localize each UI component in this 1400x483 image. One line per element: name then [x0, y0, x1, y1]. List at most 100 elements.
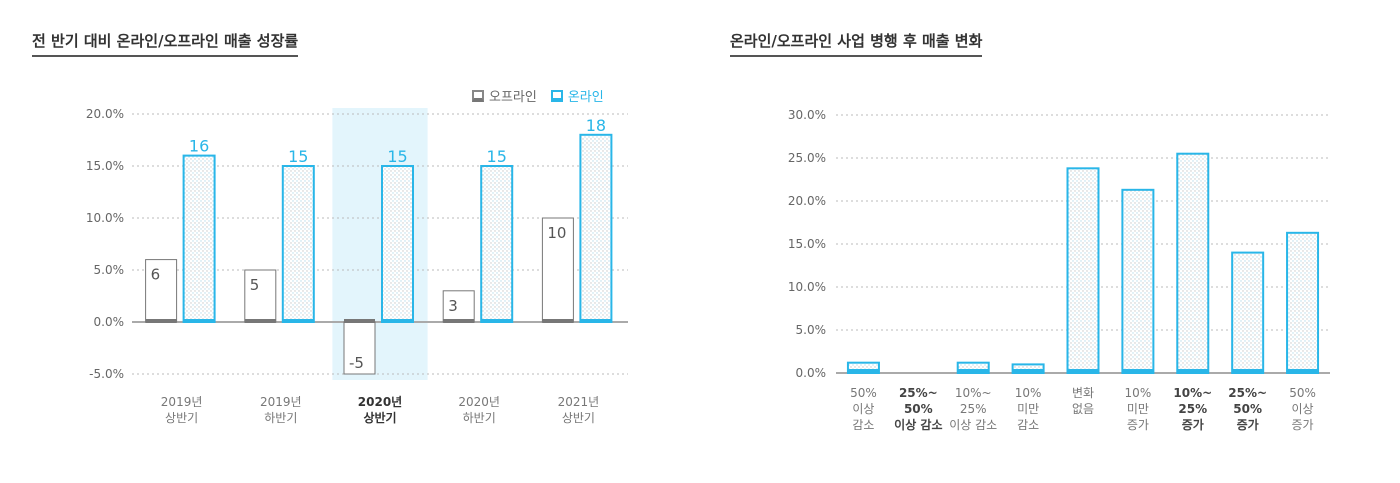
online-bar	[182, 154, 216, 323]
x-tick-label: 2019년	[260, 395, 302, 409]
y-tick-label: 5.0%	[94, 263, 125, 277]
online-bar	[281, 165, 315, 323]
x-tick-label: 증가	[1127, 418, 1149, 432]
sales-change-chart: 0.0% 5.0% 10.0% 15.0% 20.0% 25.0% 30.0% 50% 이상감소…	[788, 108, 1330, 432]
x-tick-label: 증가	[1237, 417, 1259, 432]
online-value-label: 15	[387, 147, 407, 166]
offline-value-label: 6	[151, 266, 161, 284]
sales-change-chart-title: 온라인/오프라인 사업 병행 후 매출 변화	[730, 30, 983, 57]
y-tick-label: 0.0%	[94, 315, 125, 329]
y-tick-label: 15.0%	[86, 159, 124, 173]
online-value-label: 15	[288, 147, 308, 166]
legend-online: 온라인	[550, 86, 604, 105]
y-tick-label: 5.0%	[796, 323, 827, 337]
y-tick-label: -5.0%	[89, 367, 124, 381]
sales-change-bar	[1176, 152, 1210, 374]
x-tick-label: 증가	[1292, 418, 1314, 432]
offline-value-label: 5	[250, 276, 260, 294]
sales-change-bar-base	[1177, 369, 1209, 374]
x-tick-label: 미만	[1017, 402, 1039, 416]
offline-value-label: -5	[349, 354, 364, 372]
x-tick-label: 상반기	[363, 410, 396, 425]
online-value-label: 18	[586, 116, 606, 135]
x-tick-label: 이상 감소	[949, 418, 997, 432]
online-bar-base	[580, 319, 612, 323]
offline-swatch-icon	[472, 89, 484, 102]
offline-bar	[541, 217, 574, 323]
x-tick-label: 이상	[852, 402, 874, 416]
x-tick-label: 10%~	[1173, 386, 1212, 400]
legend-online-label: 온라인	[567, 90, 604, 105]
x-tick-label: 25%~	[899, 386, 938, 400]
offline-value-label: 10	[547, 224, 566, 242]
sales-change-bar-base	[1012, 369, 1044, 374]
x-tick-label: 25%~	[1228, 386, 1267, 400]
x-tick-label: 증가	[1182, 417, 1204, 432]
x-tick-label: 하반기	[463, 411, 496, 425]
online-bar-base	[282, 319, 314, 323]
legend-offline-label: 오프라인	[489, 90, 537, 105]
x-tick-label: 50%	[904, 402, 933, 416]
sales-change-bar-base	[957, 369, 989, 374]
x-tick-label: 10%	[1125, 386, 1152, 400]
offline-bar	[442, 290, 475, 323]
x-tick-label: 2020년	[358, 395, 402, 409]
offline-bar-base	[542, 319, 574, 323]
sales-change-bar	[1066, 167, 1100, 374]
online-bar-base	[382, 319, 413, 323]
x-tick-label: 이상	[1292, 402, 1314, 416]
legend-offline: 오프라인	[472, 86, 537, 105]
online-bar-base	[183, 319, 215, 323]
online-bar	[579, 133, 613, 323]
offline-bar	[343, 321, 376, 375]
x-tick-label: 2021년	[558, 395, 600, 409]
sales-change-bar-base	[1122, 369, 1154, 374]
y-tick-label: 30.0%	[788, 108, 826, 122]
x-tick-label: 상반기	[165, 411, 198, 425]
y-tick-label: 10.0%	[86, 211, 124, 225]
sales-change-bar	[1286, 231, 1320, 374]
offline-bar	[244, 269, 277, 323]
x-tick-label: 변화	[1072, 386, 1094, 400]
y-tick-label: 15.0%	[788, 237, 826, 251]
offline-bar-base	[244, 319, 276, 323]
x-tick-label: 50%	[850, 386, 877, 400]
x-tick-label: 감소	[852, 418, 874, 432]
online-bar	[381, 165, 414, 323]
offline-bar-base	[443, 319, 475, 323]
online-swatch-icon	[550, 89, 563, 102]
x-tick-label: 감소	[1017, 418, 1039, 432]
x-tick-label: 하반기	[264, 411, 297, 425]
sales-change-bar-base	[847, 369, 879, 374]
online-value-label: 16	[189, 137, 209, 156]
x-tick-label: 없음	[1072, 402, 1094, 416]
offline-value-label: 3	[448, 297, 458, 315]
y-tick-label: 25.0%	[788, 151, 826, 165]
sales-change-bar	[1121, 188, 1155, 374]
sales-change-bar-base	[1287, 369, 1319, 374]
x-tick-label: 2019년	[161, 395, 203, 409]
x-tick-label: 이상 감소	[894, 417, 942, 432]
growth-chart-title: 전 반기 대비 온라인/오프라인 매출 성장률	[32, 30, 299, 57]
offline-bar-base	[145, 319, 177, 323]
x-tick-label: 미만	[1127, 402, 1149, 416]
offline-bar	[145, 259, 178, 323]
x-tick-label: 50%	[1289, 386, 1316, 400]
y-tick-label: 20.0%	[86, 107, 124, 121]
y-tick-label: 10.0%	[788, 280, 826, 294]
online-bar-base	[481, 319, 513, 323]
online-bar	[480, 165, 514, 323]
x-tick-label: 25%	[960, 402, 987, 416]
offline-bar-base	[344, 319, 375, 323]
x-tick-label: 상반기	[562, 411, 595, 425]
x-tick-label: 2020년	[458, 395, 500, 409]
y-tick-label: 0.0%	[796, 366, 827, 380]
online-value-label: 15	[487, 147, 507, 166]
sales-change-bar	[1231, 251, 1265, 375]
y-tick-label: 20.0%	[788, 194, 826, 208]
sales-change-bar-base	[1067, 369, 1099, 374]
chart-legend: 오프라인 온라인	[472, 86, 604, 105]
x-tick-label: 10%~	[955, 386, 992, 400]
x-tick-label: 50%	[1233, 402, 1262, 416]
